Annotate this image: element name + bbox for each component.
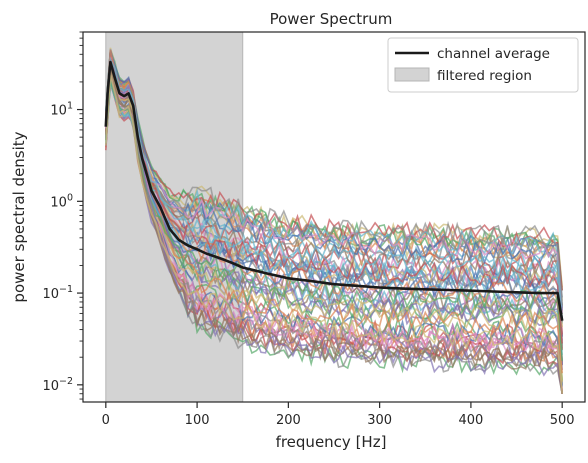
- legend: channel average filtered region: [387, 37, 579, 93]
- channel-trace: [105, 51, 563, 328]
- channel-trace: [105, 50, 563, 346]
- channel-trace: [105, 74, 563, 306]
- plot-frame: [82, 31, 586, 403]
- legend-label-channel-average: channel average: [437, 46, 550, 62]
- channel-trace: [105, 56, 563, 320]
- legend-label-filtered-region: filtered region: [437, 68, 532, 84]
- y-tick-label: 10−2: [42, 376, 73, 394]
- x-tick-label: 100: [185, 413, 210, 428]
- y-tick-label: 10−1: [42, 284, 73, 302]
- channel-traces: [105, 47, 563, 394]
- x-tick-label: 200: [276, 413, 301, 428]
- channel-trace: [105, 58, 563, 344]
- channel-trace: [105, 67, 563, 394]
- chart-title: Power Spectrum: [270, 10, 393, 28]
- channel-trace: [105, 49, 563, 365]
- channel-trace: [105, 80, 563, 361]
- legend-swatch-filtered-region: [394, 67, 430, 82]
- channel-trace: [105, 71, 563, 382]
- legend-box: [387, 37, 579, 93]
- x-tick-label: 0: [102, 413, 110, 428]
- x-tick-label: 500: [550, 413, 575, 428]
- channel-trace: [105, 74, 563, 394]
- x-tick-label: 400: [458, 413, 483, 428]
- y-tick-label: 100: [50, 192, 73, 210]
- y-axis-label: power spectral density: [10, 131, 28, 302]
- channel-trace: [105, 60, 563, 394]
- x-axis: 0 100 200 300 400 500: [102, 402, 575, 428]
- x-tick-label: 300: [367, 413, 392, 428]
- channel-average-line: [104, 60, 564, 321]
- y-axis: 10−2 10−1 100 101: [42, 31, 83, 400]
- channel-trace: [105, 53, 563, 335]
- y-tick-label: 101: [50, 101, 73, 119]
- x-axis-label: frequency [Hz]: [276, 433, 387, 451]
- channel-trace: [105, 72, 563, 394]
